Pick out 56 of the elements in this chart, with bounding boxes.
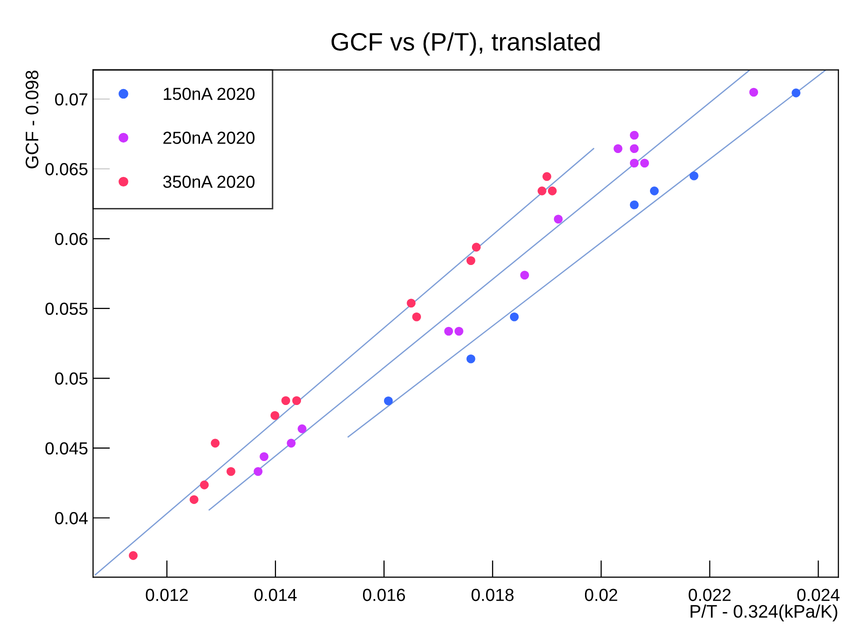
point (254, 467, 262, 476)
point (226, 467, 236, 476)
point (298, 424, 306, 434)
point (200, 480, 209, 490)
x-axis-title: P/T - 0.324(kPa/K) (690, 604, 838, 622)
point (640, 158, 649, 168)
point (630, 200, 639, 210)
point (466, 354, 476, 364)
y-tick-label: 0.06 (55, 232, 88, 246)
point (292, 396, 302, 405)
point (466, 256, 476, 265)
y-tick-label: 0.055 (45, 302, 88, 315)
x-tick-label: 0.012 (146, 588, 188, 602)
point (472, 242, 481, 252)
x-tick-label: 0.018 (472, 588, 514, 602)
y-tick-label: 0.07 (55, 93, 88, 106)
point (454, 326, 464, 336)
point (190, 495, 198, 504)
point (270, 411, 280, 420)
x-tick-label: 0.016 (362, 588, 405, 602)
point (548, 186, 557, 196)
x-tick-label: 0.022 (688, 588, 731, 602)
y-tick-label: 0.04 (55, 512, 88, 524)
point (554, 214, 563, 224)
legend-label: 150nA 2020 (164, 88, 255, 100)
point (260, 452, 268, 461)
point (384, 396, 393, 406)
point (630, 158, 639, 168)
point (542, 172, 552, 181)
legend-label: 250nA 2020 (163, 132, 255, 144)
point (286, 438, 296, 448)
point (650, 186, 659, 196)
x-tick-label: 0.024 (797, 588, 840, 602)
x-tick-label: 0.014 (254, 588, 297, 602)
point (690, 171, 698, 180)
point (538, 186, 546, 196)
point (749, 88, 758, 97)
point (630, 144, 639, 154)
point (614, 144, 622, 154)
y-tick-label: 0.065 (45, 163, 88, 176)
point (281, 396, 290, 405)
point (792, 88, 800, 98)
y-tick-label: 0.045 (45, 442, 88, 455)
x-tick-label: 0.02 (584, 588, 618, 602)
point (510, 312, 519, 322)
point (412, 312, 421, 322)
point (210, 438, 220, 448)
point (630, 130, 639, 140)
chart-title: GCF vs (P/T), translated (332, 32, 600, 56)
y-tick-label: 0.05 (55, 372, 88, 385)
point (128, 551, 138, 560)
point (406, 298, 416, 308)
legend-label: 350nA 2020 (163, 176, 255, 188)
y-axis-title: GCF - 0.098 (26, 70, 38, 168)
point (520, 270, 530, 280)
point (444, 326, 454, 336)
